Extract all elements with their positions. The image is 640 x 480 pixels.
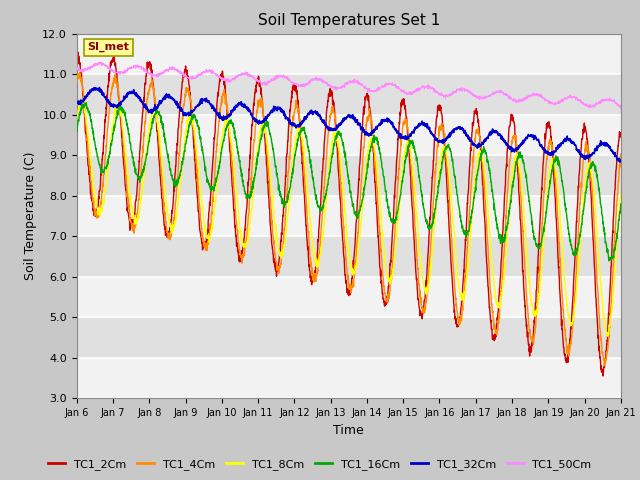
TC1_4Cm — [73, 80, 81, 85]
TC1_16Cm — [617, 201, 625, 207]
TC1_50Cm — [616, 106, 624, 111]
TC1_16Cm — [605, 258, 612, 264]
TC1_2Cm — [502, 183, 509, 189]
TC1_16Cm — [323, 185, 331, 191]
TC1_32Cm — [617, 157, 625, 163]
TC1_16Cm — [601, 234, 609, 240]
TC1_32Cm — [101, 94, 109, 100]
TC1_50Cm — [617, 105, 625, 111]
TC1_4Cm — [76, 70, 84, 75]
TC1_8Cm — [602, 321, 609, 326]
TC1_4Cm — [600, 363, 608, 369]
TC1_50Cm — [502, 91, 509, 97]
Title: Soil Temperatures Set 1: Soil Temperatures Set 1 — [258, 13, 440, 28]
TC1_50Cm — [338, 84, 346, 89]
TC1_2Cm — [323, 104, 331, 109]
TC1_8Cm — [502, 258, 509, 264]
Text: SI_met: SI_met — [88, 42, 129, 52]
Bar — [77, 115, 621, 155]
TC1_8Cm — [101, 188, 109, 193]
TC1_2Cm — [617, 130, 625, 136]
Bar — [77, 358, 621, 398]
TC1_16Cm — [83, 100, 90, 106]
TC1_4Cm — [323, 142, 331, 148]
Bar — [77, 277, 621, 317]
TC1_2Cm — [599, 373, 607, 379]
TC1_50Cm — [73, 67, 81, 72]
TC1_32Cm — [601, 143, 609, 149]
TC1_4Cm — [101, 159, 109, 165]
TC1_8Cm — [604, 333, 612, 339]
TC1_4Cm — [338, 193, 346, 199]
TC1_50Cm — [95, 59, 103, 65]
TC1_32Cm — [323, 123, 331, 129]
TC1_2Cm — [602, 355, 609, 361]
Line: TC1_50Cm: TC1_50Cm — [77, 62, 621, 108]
TC1_2Cm — [73, 54, 81, 60]
Y-axis label: Soil Temperature (C): Soil Temperature (C) — [24, 152, 36, 280]
TC1_32Cm — [616, 159, 624, 165]
TC1_50Cm — [101, 61, 109, 67]
TC1_4Cm — [602, 361, 609, 367]
TC1_16Cm — [602, 240, 609, 246]
TC1_4Cm — [602, 359, 609, 365]
TC1_16Cm — [73, 126, 81, 132]
TC1_2Cm — [101, 117, 109, 122]
TC1_8Cm — [323, 186, 331, 192]
TC1_16Cm — [502, 236, 509, 241]
TC1_50Cm — [602, 97, 609, 103]
Line: TC1_2Cm: TC1_2Cm — [77, 51, 621, 376]
TC1_8Cm — [617, 191, 625, 197]
Line: TC1_4Cm: TC1_4Cm — [77, 72, 621, 366]
Legend: TC1_2Cm, TC1_4Cm, TC1_8Cm, TC1_16Cm, TC1_32Cm, TC1_50Cm: TC1_2Cm, TC1_4Cm, TC1_8Cm, TC1_16Cm, TC1… — [44, 455, 596, 474]
TC1_16Cm — [338, 136, 346, 142]
TC1_4Cm — [502, 225, 509, 231]
TC1_32Cm — [602, 141, 609, 147]
TC1_32Cm — [73, 100, 81, 106]
TC1_2Cm — [73, 48, 81, 54]
TC1_8Cm — [338, 171, 346, 177]
TC1_50Cm — [601, 97, 609, 103]
Line: TC1_16Cm: TC1_16Cm — [77, 103, 621, 261]
TC1_2Cm — [338, 223, 346, 228]
TC1_8Cm — [73, 117, 81, 122]
TC1_8Cm — [601, 321, 609, 327]
Bar — [77, 196, 621, 236]
TC1_50Cm — [323, 80, 331, 86]
TC1_2Cm — [602, 358, 609, 363]
Line: TC1_32Cm: TC1_32Cm — [77, 87, 621, 162]
TC1_32Cm — [338, 120, 346, 125]
TC1_8Cm — [79, 96, 86, 102]
Line: TC1_8Cm: TC1_8Cm — [77, 99, 621, 336]
Bar — [77, 34, 621, 74]
X-axis label: Time: Time — [333, 424, 364, 437]
TC1_4Cm — [617, 155, 625, 160]
TC1_32Cm — [95, 84, 103, 90]
TC1_32Cm — [502, 140, 509, 146]
TC1_16Cm — [101, 164, 109, 170]
